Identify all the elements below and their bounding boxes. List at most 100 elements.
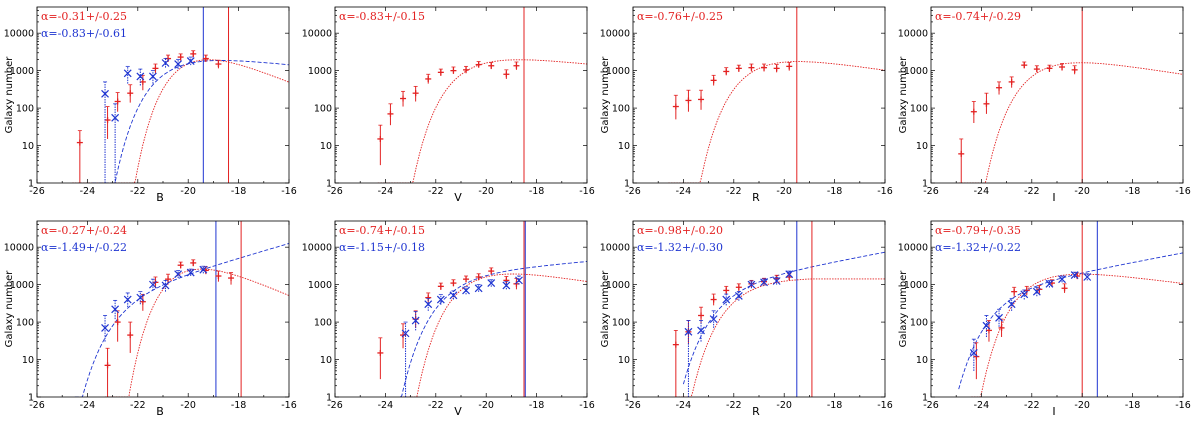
data-point bbox=[104, 362, 111, 369]
y-axis-label: Galaxy number bbox=[600, 56, 611, 134]
data-point bbox=[723, 287, 730, 294]
data-point bbox=[228, 275, 235, 282]
data-point bbox=[1045, 279, 1054, 288]
x-tick-label: -26 bbox=[923, 400, 939, 411]
y-tick-label: 1 bbox=[326, 179, 332, 190]
y-tick-label: 100 bbox=[314, 104, 332, 115]
data-point bbox=[449, 291, 458, 300]
x-tick-label: -18 bbox=[231, 400, 247, 411]
x-axis-label: R bbox=[752, 405, 760, 418]
data-point bbox=[161, 281, 170, 290]
y-tick-label: 1 bbox=[624, 393, 630, 404]
x-tick-label: -26 bbox=[625, 186, 641, 197]
y-tick-label: 100 bbox=[612, 318, 630, 329]
y-tick-label: 100 bbox=[612, 104, 630, 115]
data-point bbox=[177, 54, 184, 61]
x-tick-label: -26 bbox=[923, 186, 939, 197]
data-point bbox=[76, 139, 83, 146]
data-point bbox=[760, 278, 768, 287]
data-point bbox=[710, 296, 717, 303]
y-tick-label: 10 bbox=[618, 355, 630, 366]
x-tick-label: -16 bbox=[579, 400, 595, 411]
alpha-annotation: α=-0.76+/-0.25 bbox=[637, 10, 723, 23]
alpha-annotation: α=-1.49+/-0.22 bbox=[41, 241, 127, 254]
data-point bbox=[723, 68, 730, 75]
data-point bbox=[761, 64, 768, 71]
data-point bbox=[515, 276, 523, 285]
data-point bbox=[186, 268, 195, 277]
data-point bbox=[1046, 65, 1053, 72]
chart-panel: -26 -24 -22 -20 -18 -16 1 10 100 1000 10000 B Galaxy… bbox=[4, 220, 297, 418]
data-point bbox=[114, 319, 121, 326]
data-point bbox=[437, 283, 444, 290]
x-tick-label: -24 bbox=[80, 186, 96, 197]
data-point bbox=[215, 61, 222, 68]
data-point bbox=[474, 284, 483, 293]
data-point bbox=[400, 95, 407, 102]
y-tick-label: 1 bbox=[28, 179, 34, 190]
fit-curve bbox=[400, 273, 587, 397]
x-tick-label: -24 bbox=[974, 400, 990, 411]
data-point bbox=[425, 75, 432, 82]
data-point bbox=[123, 69, 132, 78]
data-point bbox=[186, 57, 195, 65]
data-point bbox=[734, 291, 743, 300]
data-point bbox=[1061, 285, 1068, 292]
chart-panel: -26 -24 -22 -20 -18 -16 1 10 100 1000 10000 Vα=-0.7… bbox=[302, 220, 595, 418]
y-tick-label: 1 bbox=[28, 393, 34, 404]
data-point bbox=[104, 117, 111, 124]
fit-curve bbox=[377, 59, 587, 183]
x-tick-label: -16 bbox=[281, 186, 297, 197]
y-tick-label: 100 bbox=[910, 318, 928, 329]
data-point bbox=[1032, 287, 1041, 296]
data-point bbox=[411, 316, 420, 325]
alpha-annotation: α=-0.98+/-0.20 bbox=[637, 224, 723, 237]
y-tick-label: 1 bbox=[624, 179, 630, 190]
data-point bbox=[1011, 288, 1018, 295]
alpha-annotation: α=-1.15+/-0.18 bbox=[339, 241, 425, 254]
data-point bbox=[748, 64, 755, 71]
x-tick-label: -24 bbox=[676, 400, 692, 411]
x-tick-label: -18 bbox=[529, 186, 545, 197]
y-tick-label: 100 bbox=[16, 318, 34, 329]
x-tick-label: -24 bbox=[80, 400, 96, 411]
x-tick-label: -18 bbox=[1125, 400, 1141, 411]
data-point bbox=[487, 279, 496, 288]
plot-area bbox=[72, 7, 289, 183]
fit-curve bbox=[105, 268, 289, 397]
y-tick-label: 1 bbox=[922, 179, 928, 190]
y-tick-label: 10000 bbox=[600, 29, 630, 40]
y-tick-label: 10000 bbox=[302, 29, 332, 40]
y-tick-label: 1 bbox=[326, 393, 332, 404]
data-point bbox=[1071, 66, 1078, 73]
plot-area bbox=[958, 221, 1183, 397]
x-axis-label: B bbox=[156, 405, 164, 418]
data-point bbox=[698, 312, 705, 319]
data-point bbox=[177, 262, 184, 269]
x-tick-label: -22 bbox=[428, 186, 444, 197]
data-point bbox=[1033, 66, 1040, 73]
data-point bbox=[995, 313, 1003, 322]
plot-area bbox=[377, 221, 587, 397]
data-point bbox=[1007, 300, 1016, 309]
y-tick-label: 10 bbox=[916, 141, 928, 152]
y-tick-label: 10 bbox=[22, 355, 34, 366]
data-point bbox=[503, 71, 510, 78]
x-axis-label: B bbox=[156, 191, 164, 204]
data-point bbox=[785, 270, 794, 279]
x-tick-label: -20 bbox=[1074, 186, 1090, 197]
x-tick-label: -20 bbox=[776, 400, 792, 411]
fit-curve bbox=[958, 62, 1183, 183]
alpha-annotation: α=-0.83+/-0.61 bbox=[41, 27, 127, 40]
data-point bbox=[199, 265, 208, 274]
x-tick-label: -16 bbox=[579, 186, 595, 197]
chart-panel: -26 -24 -22 -20 -18 -16 1 10 100 1000 10000 I Galaxy… bbox=[898, 6, 1191, 204]
y-tick-label: 10000 bbox=[898, 29, 928, 40]
data-point bbox=[139, 78, 146, 85]
x-axis-label: R bbox=[752, 191, 760, 204]
x-tick-label: -22 bbox=[428, 400, 444, 411]
y-tick-label: 10000 bbox=[4, 29, 34, 40]
data-point bbox=[127, 90, 134, 97]
y-tick-label: 1000 bbox=[904, 66, 928, 77]
data-point bbox=[513, 280, 520, 287]
